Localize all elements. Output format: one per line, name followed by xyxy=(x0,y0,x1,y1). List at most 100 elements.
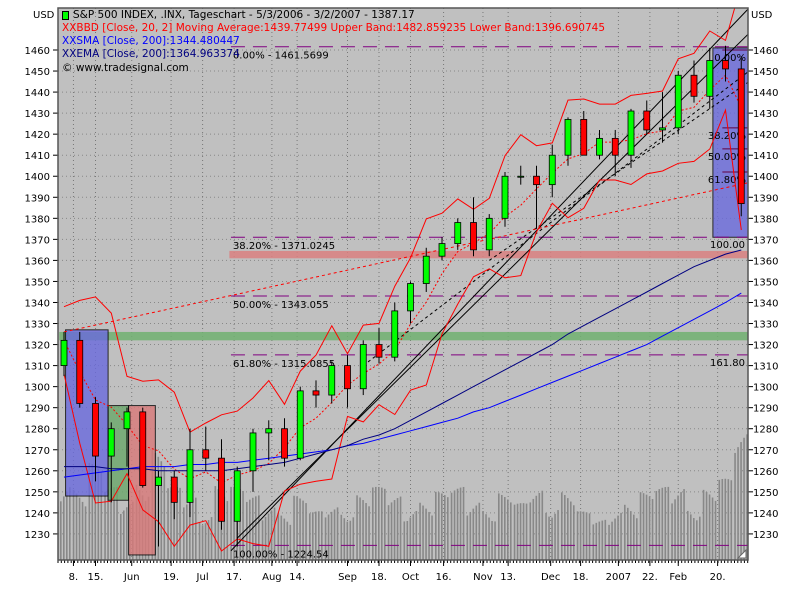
fib-extension-label: 100.00 xyxy=(710,240,745,251)
candle-body xyxy=(580,119,588,156)
volume-bar xyxy=(396,498,399,560)
candle-body xyxy=(202,449,210,459)
candle-body xyxy=(391,310,399,358)
volume-bar xyxy=(352,517,355,560)
volume-bar xyxy=(441,493,443,560)
volume-bar xyxy=(611,521,613,560)
x-tick-label: Oct xyxy=(402,572,419,583)
y-tick-left-label: 1410 xyxy=(25,151,50,162)
volume-bar xyxy=(84,506,87,560)
volume-bar xyxy=(438,492,440,560)
volume-bar xyxy=(482,511,484,560)
volume-bar xyxy=(485,514,487,560)
y-tick-left-label: 1440 xyxy=(25,88,50,99)
ema-200-line xyxy=(64,249,742,472)
volume-bar xyxy=(249,499,251,560)
volume-bar xyxy=(718,479,721,560)
volume-bar xyxy=(639,492,642,560)
candle-body xyxy=(139,411,147,486)
volume-bar xyxy=(100,471,103,560)
volume-bar xyxy=(734,452,736,560)
volume-bar xyxy=(636,518,638,560)
volume-bar xyxy=(312,512,314,560)
volume-bar xyxy=(195,497,197,560)
legend-bollinger[interactable]: XXBBD [Close, 20, 2] Moving Average:1439… xyxy=(62,22,605,35)
y-tick-right-label: 1320 xyxy=(753,341,778,352)
y-tick-left-label: 1330 xyxy=(25,320,50,331)
candle-body xyxy=(375,344,383,358)
volume-bar xyxy=(690,514,692,560)
x-tick-label: Jul xyxy=(196,572,209,583)
volume-bar xyxy=(267,513,270,560)
volume-bar xyxy=(214,486,217,560)
volume-bar xyxy=(624,504,626,560)
y-tick-left-label: 1400 xyxy=(25,172,50,183)
retracement-label: 38.20% xyxy=(708,131,746,142)
candle-body xyxy=(548,154,556,186)
volume-bar xyxy=(447,497,449,560)
volume-bar xyxy=(230,486,232,560)
legend-sma[interactable]: XXSMA [Close, 200]:1344.480447 xyxy=(62,35,240,48)
volume-bar xyxy=(261,520,264,560)
volume-bar xyxy=(538,493,541,560)
volume-bar xyxy=(419,502,421,560)
candle-body xyxy=(233,470,241,522)
y-tick-left-label: 1290 xyxy=(25,404,50,415)
volume-bar xyxy=(359,497,361,560)
volume-bar xyxy=(507,499,509,560)
volume-bar xyxy=(94,465,97,560)
volume-bar xyxy=(651,499,654,560)
volume-bar xyxy=(532,498,535,560)
volume-bar xyxy=(579,511,582,560)
volume-bar xyxy=(242,490,244,560)
volume-bar xyxy=(541,490,544,560)
volume-bar xyxy=(239,489,241,560)
volume-bar xyxy=(570,501,572,560)
volume-bar xyxy=(425,508,427,560)
volume-bar xyxy=(327,514,330,560)
volume-bar xyxy=(381,487,383,560)
y-tick-right-label: 1420 xyxy=(753,130,778,141)
volume-bar xyxy=(324,517,327,560)
volume-bar xyxy=(113,487,115,560)
candle-body xyxy=(407,283,414,312)
volume-bar xyxy=(368,506,370,560)
y-tick-left-label: 1380 xyxy=(25,214,50,225)
legend-ema[interactable]: XXEMA [Close, 200]:1364.963374 xyxy=(62,48,240,61)
volume-bar xyxy=(655,490,658,560)
volume-bar xyxy=(671,503,673,560)
volume-bar xyxy=(516,503,519,560)
x-tick-label: 18. xyxy=(573,572,589,583)
candle-body xyxy=(123,411,131,430)
volume-bar xyxy=(207,520,210,560)
y-tick-left-label: 1420 xyxy=(25,130,50,141)
volume-bar xyxy=(321,511,323,560)
volume-bar xyxy=(78,497,81,560)
volume-bar xyxy=(696,520,698,560)
y-tick-right-label: 1340 xyxy=(753,298,778,309)
candle-body xyxy=(706,60,714,97)
volume-bar xyxy=(283,518,286,560)
volume-bar xyxy=(633,514,635,560)
candle-body xyxy=(643,110,651,131)
candle-body xyxy=(722,60,729,70)
volume-bar xyxy=(264,516,267,560)
volume-bar xyxy=(318,511,320,560)
candle-body xyxy=(674,74,682,129)
volume-bar xyxy=(393,500,396,560)
volume-bar xyxy=(730,480,733,560)
y-tick-right-label: 1350 xyxy=(753,277,778,288)
volume-bar xyxy=(475,505,478,560)
volume-bar xyxy=(69,487,71,560)
volume-bar xyxy=(582,511,585,560)
y-tick-left-label: 1310 xyxy=(25,362,50,373)
volume-bar xyxy=(462,486,465,560)
volume-bar xyxy=(422,505,424,560)
volume-bar xyxy=(617,515,619,560)
x-tick-label: Sep xyxy=(338,572,357,583)
candle-body xyxy=(470,222,477,251)
candle-body xyxy=(296,390,304,459)
volume-bar xyxy=(378,486,380,560)
volume-bar xyxy=(409,517,412,560)
volume-bar xyxy=(472,508,475,560)
